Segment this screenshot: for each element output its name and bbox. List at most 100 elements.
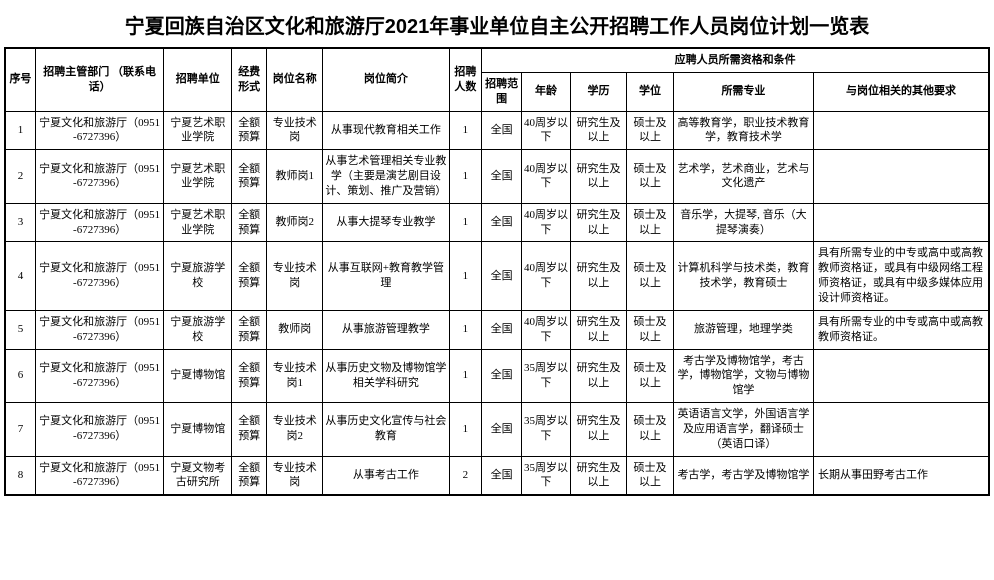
cell-unit: 宁夏艺术职业学院	[164, 111, 232, 150]
cell-fund: 全额预算	[232, 310, 267, 349]
cell-scope: 全国	[482, 349, 522, 403]
cell-other	[814, 111, 989, 150]
cell-edu: 研究生及以上	[571, 403, 627, 457]
cell-seq: 8	[5, 456, 35, 495]
cell-post_desc: 从事现代教育相关工作	[323, 111, 449, 150]
cell-age: 40周岁以下	[521, 242, 570, 310]
cell-edu: 研究生及以上	[571, 456, 627, 495]
cell-dept: 宁夏文化和旅游厅（0951-6727396）	[35, 349, 164, 403]
cell-post_desc: 从事互联网+教育教学管理	[323, 242, 449, 310]
cell-deg: 硕士及以上	[627, 456, 674, 495]
cell-unit: 宁夏旅游学校	[164, 310, 232, 349]
cell-deg: 硕士及以上	[627, 403, 674, 457]
cell-num: 1	[449, 111, 482, 150]
cell-unit: 宁夏博物馆	[164, 403, 232, 457]
cell-other	[814, 150, 989, 204]
cell-num: 2	[449, 456, 482, 495]
cell-fund: 全额预算	[232, 150, 267, 204]
cell-major: 计算机科学与技术类，教育技术学，教育硕士	[673, 242, 813, 310]
cell-seq: 1	[5, 111, 35, 150]
cell-deg: 硕士及以上	[627, 150, 674, 204]
cell-other	[814, 403, 989, 457]
cell-post_desc: 从事艺术管理相关专业教学（主要是演艺剧目设计、策划、推广及营销）	[323, 150, 449, 204]
cell-edu: 研究生及以上	[571, 203, 627, 242]
cell-deg: 硕士及以上	[627, 310, 674, 349]
cell-seq: 2	[5, 150, 35, 204]
cell-num: 1	[449, 403, 482, 457]
cell-fund: 全额预算	[232, 403, 267, 457]
cell-post_desc: 从事历史文化宣传与社会教育	[323, 403, 449, 457]
table-row: 6宁夏文化和旅游厅（0951-6727396）宁夏博物馆全额预算专业技术岗1从事…	[5, 349, 989, 403]
cell-post_name: 教师岗1	[267, 150, 323, 204]
cell-post_desc: 从事大提琴专业教学	[323, 203, 449, 242]
table-row: 5宁夏文化和旅游厅（0951-6727396）宁夏旅游学校全额预算教师岗从事旅游…	[5, 310, 989, 349]
cell-major: 高等教育学，职业技术教育学，教育技术学	[673, 111, 813, 150]
table-row: 8宁夏文化和旅游厅（0951-6727396）宁夏文物考古研究所全额预算专业技术…	[5, 456, 989, 495]
col-fund: 经费形式	[232, 48, 267, 111]
cell-major: 旅游管理，地理学类	[673, 310, 813, 349]
cell-dept: 宁夏文化和旅游厅（0951-6727396）	[35, 242, 164, 310]
cell-edu: 研究生及以上	[571, 310, 627, 349]
cell-num: 1	[449, 203, 482, 242]
col-post-name: 岗位名称	[267, 48, 323, 111]
cell-age: 35周岁以下	[521, 456, 570, 495]
cell-post_name: 专业技术岗	[267, 242, 323, 310]
cell-unit: 宁夏文物考古研究所	[164, 456, 232, 495]
col-scope: 招聘范围	[482, 72, 522, 111]
table-row: 2宁夏文化和旅游厅（0951-6727396）宁夏艺术职业学院全额预算教师岗1从…	[5, 150, 989, 204]
table-head: 序号 招聘主管部门 （联系电话） 招聘单位 经费形式 岗位名称 岗位简介 招聘人…	[5, 48, 989, 111]
col-edu: 学历	[571, 72, 627, 111]
cell-age: 40周岁以下	[521, 203, 570, 242]
cell-seq: 5	[5, 310, 35, 349]
cell-seq: 3	[5, 203, 35, 242]
cell-other: 长期从事田野考古工作	[814, 456, 989, 495]
cell-dept: 宁夏文化和旅游厅（0951-6727396）	[35, 403, 164, 457]
cell-unit: 宁夏艺术职业学院	[164, 203, 232, 242]
cell-seq: 4	[5, 242, 35, 310]
table-row: 7宁夏文化和旅游厅（0951-6727396）宁夏博物馆全额预算专业技术岗2从事…	[5, 403, 989, 457]
cell-major: 考古学，考古学及博物馆学	[673, 456, 813, 495]
cell-scope: 全国	[482, 242, 522, 310]
cell-num: 1	[449, 150, 482, 204]
table-row: 3宁夏文化和旅游厅（0951-6727396）宁夏艺术职业学院全额预算教师岗2从…	[5, 203, 989, 242]
cell-post_name: 教师岗	[267, 310, 323, 349]
col-post-desc: 岗位简介	[323, 48, 449, 111]
cell-post_desc: 从事旅游管理教学	[323, 310, 449, 349]
cell-dept: 宁夏文化和旅游厅（0951-6727396）	[35, 111, 164, 150]
cell-seq: 6	[5, 349, 35, 403]
cell-fund: 全额预算	[232, 349, 267, 403]
cell-other: 具有所需专业的中专或高中或高教教师资格证。	[814, 310, 989, 349]
recruitment-table: 序号 招聘主管部门 （联系电话） 招聘单位 经费形式 岗位名称 岗位简介 招聘人…	[4, 47, 990, 496]
cell-dept: 宁夏文化和旅游厅（0951-6727396）	[35, 203, 164, 242]
cell-post_desc: 从事历史文物及博物馆学相关学科研究	[323, 349, 449, 403]
cell-post_name: 专业技术岗	[267, 111, 323, 150]
table-row: 4宁夏文化和旅游厅（0951-6727396）宁夏旅游学校全额预算专业技术岗从事…	[5, 242, 989, 310]
cell-other	[814, 349, 989, 403]
cell-num: 1	[449, 349, 482, 403]
cell-fund: 全额预算	[232, 111, 267, 150]
cell-unit: 宁夏艺术职业学院	[164, 150, 232, 204]
col-dept: 招聘主管部门 （联系电话）	[35, 48, 164, 111]
cell-age: 35周岁以下	[521, 403, 570, 457]
cell-major: 英语语言文学，外国语言学及应用语言学，翻译硕士（英语口译）	[673, 403, 813, 457]
cell-num: 1	[449, 242, 482, 310]
cell-major: 音乐学，大提琴, 音乐（大提琴演奏）	[673, 203, 813, 242]
cell-num: 1	[449, 310, 482, 349]
table-row: 1宁夏文化和旅游厅（0951-6727396）宁夏艺术职业学院全额预算专业技术岗…	[5, 111, 989, 150]
col-age: 年龄	[521, 72, 570, 111]
table-body: 1宁夏文化和旅游厅（0951-6727396）宁夏艺术职业学院全额预算专业技术岗…	[5, 111, 989, 495]
col-major: 所需专业	[673, 72, 813, 111]
cell-unit: 宁夏旅游学校	[164, 242, 232, 310]
cell-deg: 硕士及以上	[627, 111, 674, 150]
cell-age: 40周岁以下	[521, 150, 570, 204]
cell-post_name: 专业技术岗	[267, 456, 323, 495]
col-unit: 招聘单位	[164, 48, 232, 111]
cell-edu: 研究生及以上	[571, 349, 627, 403]
cell-scope: 全国	[482, 456, 522, 495]
col-deg: 学位	[627, 72, 674, 111]
cell-age: 40周岁以下	[521, 111, 570, 150]
cell-edu: 研究生及以上	[571, 242, 627, 310]
cell-unit: 宁夏博物馆	[164, 349, 232, 403]
col-other: 与岗位相关的其他要求	[814, 72, 989, 111]
cell-deg: 硕士及以上	[627, 349, 674, 403]
